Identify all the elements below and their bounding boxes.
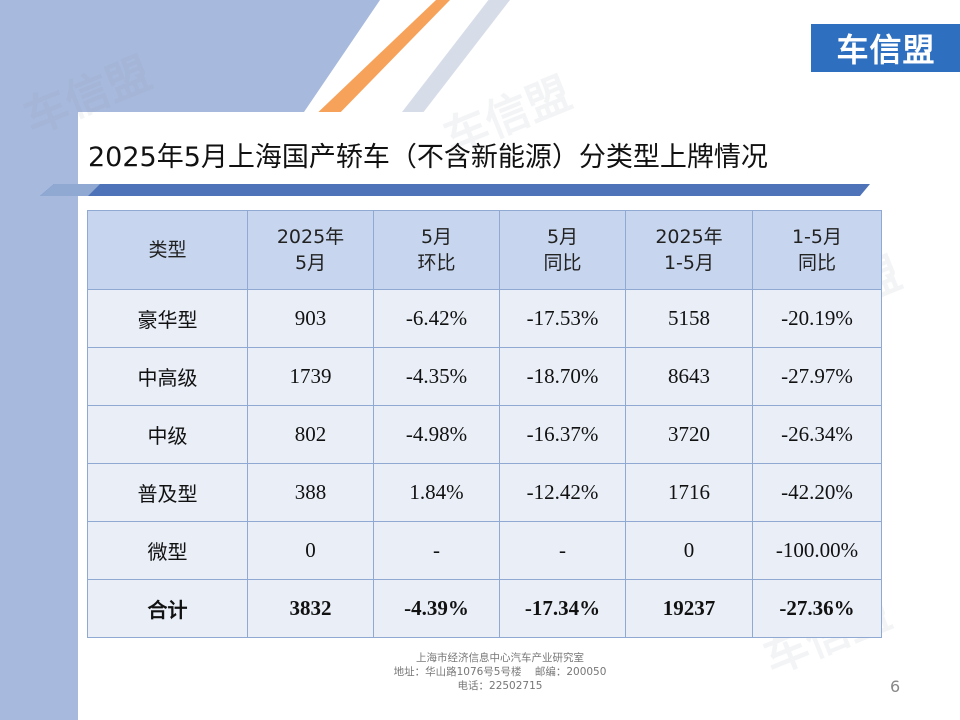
cell-value: -100.00%	[752, 521, 882, 580]
cell-value: 0	[625, 521, 753, 580]
cell-value: -4.39%	[373, 579, 500, 638]
cell-category: 中高级	[87, 347, 248, 406]
cell-category: 中级	[87, 405, 248, 464]
cell-value: 0	[247, 521, 374, 580]
table-row: 中高级 1739 -4.35% -18.70% 8643 -27.97%	[87, 347, 882, 406]
cell-value: 19237	[625, 579, 753, 638]
top-blue-shape	[0, 0, 380, 112]
cell-category: 微型	[87, 521, 248, 580]
cell-value: -4.98%	[373, 405, 500, 464]
cell-value: -6.42%	[373, 289, 500, 348]
table-row: 微型 0 - - 0 -100.00%	[87, 521, 882, 580]
registration-table: 类型 2025年 5月 5月 环比 5月 同比 2025年 1-5月 1-5月 同比 豪华…	[87, 210, 882, 638]
footer-info: 上海市经济信息中心汽车产业研究室 地址：华山路1076号5号楼 邮编：20005…	[340, 651, 660, 693]
cell-value: -42.20%	[752, 463, 882, 522]
table-total-row: 合计 3832 -4.39% -17.34% 19237 -27.36%	[87, 579, 882, 638]
slide-title: 2025年5月上海国产轿车（不含新能源）分类型上牌情况	[88, 142, 768, 173]
cell-value: -	[373, 521, 500, 580]
header-ytd-2025: 2025年 1-5月	[625, 210, 753, 290]
title-underline	[40, 184, 870, 196]
table-row: 普及型 388 1.84% -12.42% 1716 -42.20%	[87, 463, 882, 522]
cell-value: 1716	[625, 463, 753, 522]
cell-category: 普及型	[87, 463, 248, 522]
table-header-row: 类型 2025年 5月 5月 环比 5月 同比 2025年 1-5月 1-5月 同比	[87, 210, 882, 290]
cell-value: -17.34%	[499, 579, 626, 638]
left-decor-band	[0, 0, 78, 720]
header-may-yoy: 5月 同比	[499, 210, 626, 290]
cell-category: 豪华型	[87, 289, 248, 348]
header-may-mom: 5月 环比	[373, 210, 500, 290]
cell-value: 1.84%	[373, 463, 500, 522]
cell-value: 903	[247, 289, 374, 348]
page-number: 6	[890, 677, 901, 696]
cell-value: -27.36%	[752, 579, 882, 638]
cell-value: 802	[247, 405, 374, 464]
footer-address: 地址：华山路1076号5号楼 邮编：200050	[393, 666, 607, 678]
header-ytd-yoy: 1-5月 同比	[752, 210, 882, 290]
cell-value: -27.97%	[752, 347, 882, 406]
cell-value: -16.37%	[499, 405, 626, 464]
cell-value: -17.53%	[499, 289, 626, 348]
footer-phone: 电话：22502715	[457, 680, 543, 692]
table-row: 豪华型 903 -6.42% -17.53% 5158 -20.19%	[87, 289, 882, 348]
brand-logo: 车信盟	[811, 24, 960, 72]
table-row: 中级 802 -4.98% -16.37% 3720 -26.34%	[87, 405, 882, 464]
cell-category: 合计	[87, 579, 248, 638]
cell-value: 388	[247, 463, 374, 522]
cell-value: -20.19%	[752, 289, 882, 348]
cell-value: 3720	[625, 405, 753, 464]
cell-value: 1739	[247, 347, 374, 406]
cell-value: -	[499, 521, 626, 580]
cell-value: 8643	[625, 347, 753, 406]
header-may-2025: 2025年 5月	[247, 210, 374, 290]
top-decor-band	[0, 0, 960, 112]
header-type: 类型	[87, 210, 248, 290]
cell-value: -18.70%	[499, 347, 626, 406]
cell-value: 5158	[625, 289, 753, 348]
cell-value: -4.35%	[373, 347, 500, 406]
cell-value: 3832	[247, 579, 374, 638]
cell-value: -12.42%	[499, 463, 626, 522]
cell-value: -26.34%	[752, 405, 882, 464]
footer-org: 上海市经济信息中心汽车产业研究室	[416, 652, 584, 664]
